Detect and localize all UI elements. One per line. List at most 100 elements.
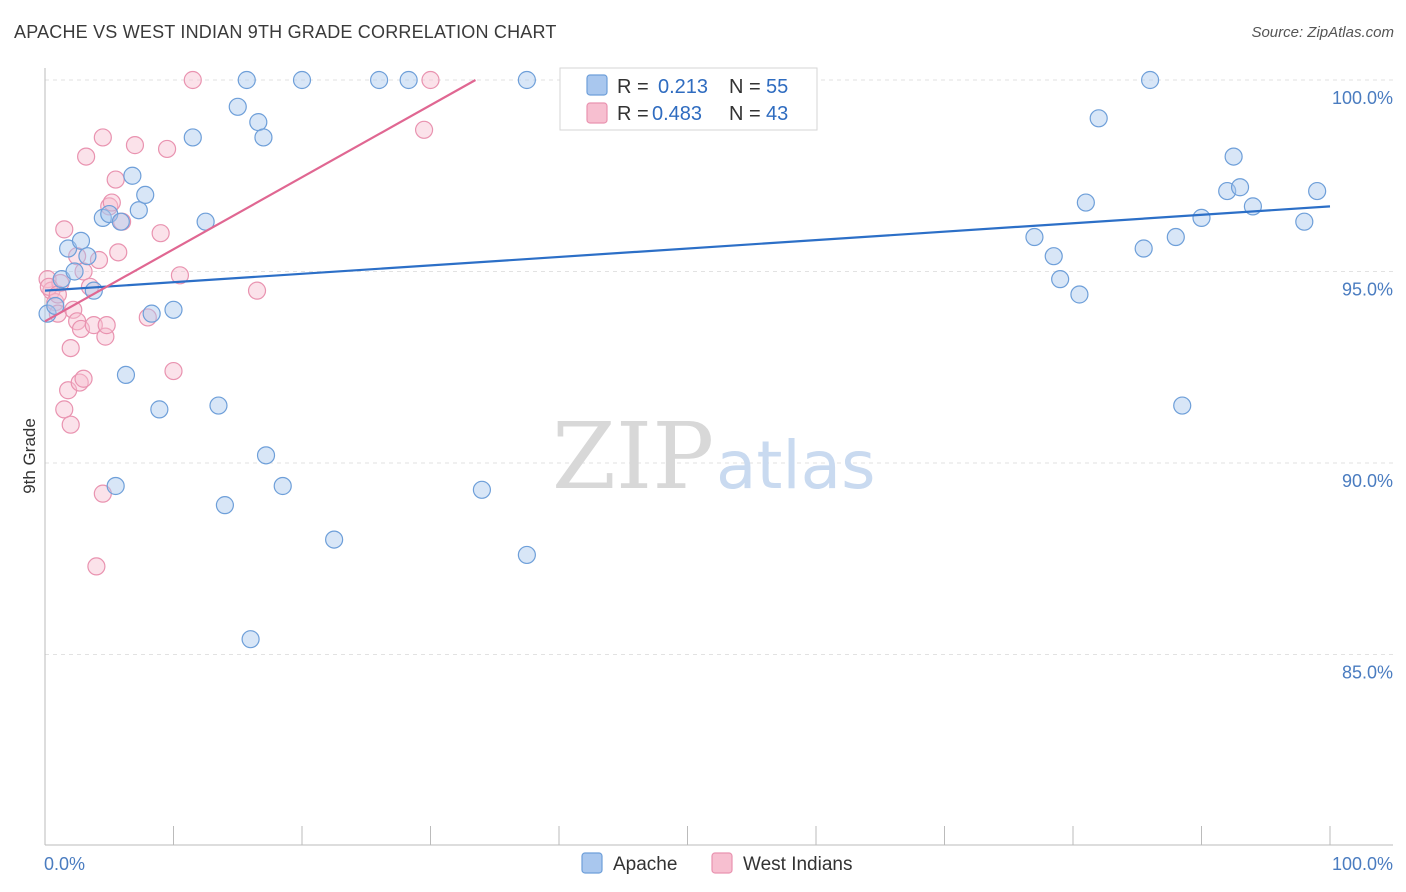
watermark-atlas: atlas: [716, 427, 876, 504]
apache-point: [1308, 181, 1327, 201]
apache-point: [1025, 227, 1044, 247]
legend-apache-swatch: [586, 74, 608, 96]
west-indians-point: [89, 250, 109, 270]
legend-west-r-value: 0.483: [652, 103, 702, 125]
y-tick-label: 95.0%: [1342, 280, 1393, 300]
west-indians-point: [93, 128, 112, 147]
apache-point: [1051, 270, 1070, 289]
apache-point: [237, 70, 256, 90]
west-indians-point: [102, 193, 121, 212]
apache-point: [164, 300, 183, 319]
apache-point: [106, 476, 125, 496]
legend-west-swatch: [586, 102, 608, 124]
apache-point: [517, 545, 536, 565]
trend-lines: [44, 79, 1331, 323]
x-tick-label-max: 100.0%: [1332, 854, 1393, 874]
apache-point: [1044, 247, 1063, 266]
y-axis-label: 9th Grade: [20, 418, 39, 494]
west-indians-point: [125, 136, 145, 155]
west-indians-point: [109, 243, 128, 262]
apache-point: [249, 113, 268, 132]
apache-point: [472, 480, 491, 499]
apache-point: [71, 231, 91, 250]
west-indians-point: [55, 220, 74, 239]
apache-point: [1230, 178, 1250, 197]
chart-title: APACHE VS WEST INDIAN 9TH GRADE CORRELAT…: [14, 22, 557, 42]
west-indians-point: [74, 369, 93, 388]
west-indians-point: [183, 70, 202, 90]
west-indians-point: [87, 557, 106, 576]
bottom-legend-west-label: West Indians: [743, 854, 852, 875]
legend-west-r-label: R =: [617, 103, 649, 125]
west-indians-point: [151, 224, 170, 243]
bottom-legend-apache-swatch: [581, 852, 603, 874]
apache-point: [292, 70, 312, 90]
y-tick-label: 100.0%: [1332, 88, 1393, 108]
x-ticks: [44, 826, 1331, 845]
west-indians-point: [61, 415, 80, 434]
apache-point: [129, 201, 148, 220]
apache-point: [1192, 208, 1211, 227]
legend-box: R = 0.213 N = 55 R = 0.483 N = 43: [559, 67, 818, 131]
west-indians-point: [96, 327, 115, 346]
apache-points: [38, 70, 1327, 649]
apache-point: [256, 446, 276, 465]
apache-point: [1089, 109, 1108, 128]
bottom-legend: Apache West Indians: [581, 852, 852, 875]
grid-lines: [45, 79, 1393, 655]
apache-point: [517, 70, 536, 90]
apache-point: [123, 166, 142, 185]
y-tick-label: 90.0%: [1342, 471, 1393, 491]
apache-point: [228, 97, 247, 116]
apache-point: [183, 128, 202, 147]
legend-apache-n-value: 55: [766, 76, 788, 98]
axes: [44, 68, 1393, 846]
apache-point: [1076, 193, 1095, 212]
apache-point: [65, 262, 84, 281]
apache-point: [136, 185, 155, 204]
west-indians-point: [170, 266, 190, 285]
apache-point: [1140, 70, 1160, 90]
legend-apache-n-label: N =: [729, 76, 761, 98]
apache-point: [78, 247, 97, 266]
west-indians-point: [414, 120, 434, 139]
west-indians-point: [106, 170, 125, 189]
apache-point: [241, 630, 260, 649]
west-indians-point: [55, 400, 74, 419]
bottom-legend-apache-label: Apache: [613, 854, 677, 875]
apache-point: [209, 396, 228, 415]
legend-west-n-value: 43: [766, 103, 788, 125]
apache-point: [1224, 147, 1243, 166]
chart-source: Source: ZipAtlas.com: [1251, 24, 1394, 41]
west-indians-point: [97, 316, 116, 335]
x-tick-label-min: 0.0%: [44, 854, 85, 874]
west-indians-point: [421, 70, 440, 90]
legend-west-n-label: N =: [729, 103, 761, 125]
west-indians-point: [164, 361, 183, 381]
west-indians-point: [247, 281, 267, 300]
apache-point: [1134, 239, 1153, 258]
apache-point: [325, 530, 344, 549]
west-indians-trend-line: [44, 79, 477, 323]
y-tick-labels: 100.0% 95.0% 90.0% 85.0%: [1332, 88, 1393, 683]
apache-point: [215, 496, 234, 515]
apache-point: [111, 212, 130, 231]
west-indians-point: [61, 339, 80, 358]
apache-point: [1173, 396, 1192, 415]
apache-point: [273, 476, 292, 496]
apache-point: [142, 304, 161, 323]
apache-point: [1166, 227, 1185, 247]
apache-point: [116, 365, 136, 385]
apache-trend-line: [44, 205, 1331, 292]
legend-apache-r-value: 0.213: [658, 76, 708, 98]
watermark-zip: ZIP: [552, 403, 714, 510]
bottom-legend-west-swatch: [711, 852, 733, 874]
apache-point: [1070, 285, 1089, 304]
apache-point: [399, 70, 418, 90]
apache-point: [150, 400, 169, 419]
west-indians-point: [77, 147, 96, 166]
west-indians-points: [38, 70, 440, 576]
watermark: ZIP atlas: [552, 403, 876, 510]
apache-point: [1295, 212, 1314, 231]
